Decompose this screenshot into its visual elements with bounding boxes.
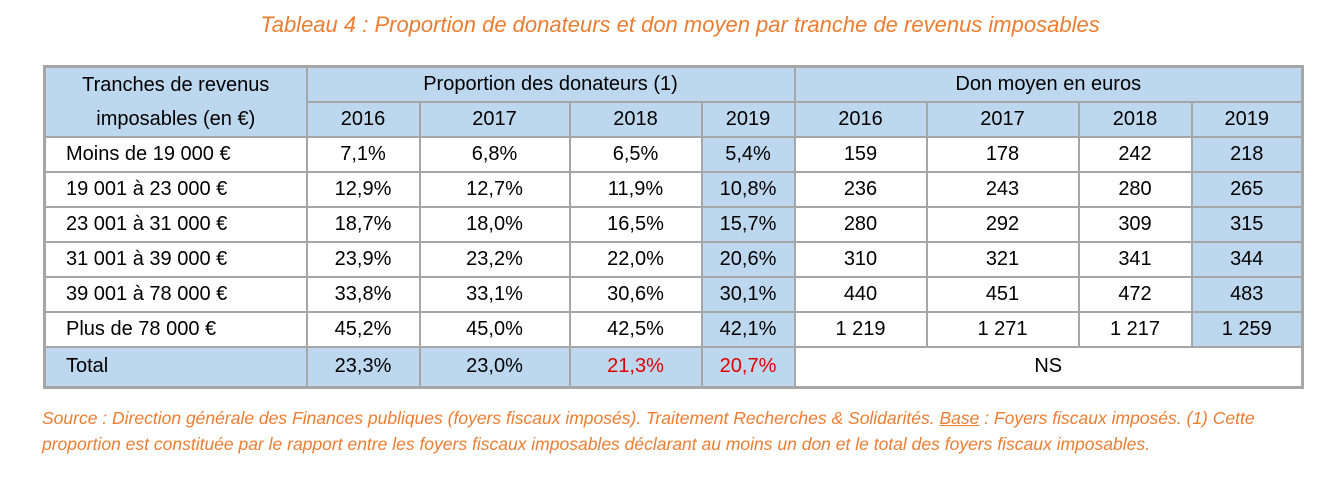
- group-don-header: Don moyen en euros: [793, 65, 1304, 103]
- proportion-cell: 42,1%: [700, 311, 796, 348]
- source-note: Source : Direction générale des Finances…: [42, 405, 1307, 457]
- don-moyen-cell: 1 219: [793, 311, 928, 348]
- don-moyen-cell: 321: [925, 241, 1080, 278]
- table-row: 19 001 à 23 000 €12,9% 12,7% 11,9% 10,8% 236…: [43, 171, 1304, 208]
- row-label: 39 001 à 78 000 €: [43, 276, 308, 313]
- row-label: Moins de 19 000 €: [43, 136, 308, 173]
- year-header: 2017: [925, 101, 1080, 138]
- row-label: 23 001 à 31 000 €: [43, 206, 308, 243]
- proportion-cell: 6,8%: [418, 136, 571, 173]
- proportion-cell: 23,2%: [418, 241, 571, 278]
- don-moyen-cell: 451: [925, 276, 1080, 313]
- proportion-cell: 30,6%: [568, 276, 703, 313]
- total-prop-cell: 23,0%: [418, 346, 571, 388]
- table-row: 39 001 à 78 000 €33,8% 33,1% 30,6% 30,1% 440…: [43, 276, 1304, 313]
- base-label: Base: [939, 408, 980, 428]
- proportion-cell: 12,7%: [418, 171, 571, 208]
- donors-table: Tranches de revenus imposables (en €) Pr…: [43, 65, 1304, 389]
- don-moyen-cell: 280: [793, 206, 928, 243]
- don-moyen-cell: 243: [925, 171, 1080, 208]
- table-row: 23 001 à 31 000 €18,7% 18,0% 16,5% 15,7% 280…: [43, 206, 1304, 243]
- proportion-cell: 33,8%: [305, 276, 421, 313]
- proportion-cell: 12,9%: [305, 171, 421, 208]
- row-label: Plus de 78 000 €: [43, 311, 308, 348]
- total-prop-cell: 23,3%: [305, 346, 421, 388]
- table-row: 31 001 à 39 000 €23,9% 23,2% 22,0% 20,6% 310…: [43, 241, 1304, 278]
- don-moyen-cell: 310: [793, 241, 928, 278]
- don-moyen-cell: 472: [1077, 276, 1193, 313]
- header-row-1: Tranches de revenus imposables (en €) Pr…: [43, 65, 1304, 138]
- don-moyen-cell: 1 259: [1190, 311, 1304, 348]
- proportion-cell: 7,1%: [305, 136, 421, 173]
- proportion-cell: 11,9%: [568, 171, 703, 208]
- don-moyen-cell: 236: [793, 171, 928, 208]
- year-header: 2019: [1190, 101, 1304, 138]
- don-moyen-cell: 483: [1190, 276, 1304, 313]
- proportion-cell: 18,7%: [305, 206, 421, 243]
- proportion-cell: 23,9%: [305, 241, 421, 278]
- proportion-cell: 22,0%: [568, 241, 703, 278]
- year-header: 2018: [568, 101, 703, 138]
- proportion-cell: 30,1%: [700, 276, 796, 313]
- don-moyen-cell: 280: [1077, 171, 1193, 208]
- row-label-line2: imposables (en €): [96, 108, 256, 130]
- don-moyen-cell: 292: [925, 206, 1080, 243]
- header-row-2: 2016 2017 2018 2019 2016 2017 2018 2019: [45, 101, 1304, 138]
- row-label: 31 001 à 39 000 €: [43, 241, 308, 278]
- don-moyen-cell: 159: [793, 136, 928, 173]
- proportion-cell: 10,8%: [700, 171, 796, 208]
- proportion-cell: 16,5%: [568, 206, 703, 243]
- row-label-line1: Tranches de revenus: [82, 74, 270, 96]
- don-moyen-cell: 242: [1077, 136, 1193, 173]
- source-text-2: : Foyers fiscaux imposés. (1) Cette prop…: [42, 408, 1255, 454]
- don-moyen-cell: 341: [1077, 241, 1193, 278]
- year-header: 2016: [305, 101, 421, 138]
- don-moyen-cell: 309: [1077, 206, 1193, 243]
- year-header: 2016: [793, 101, 928, 138]
- proportion-cell: 20,6%: [700, 241, 796, 278]
- don-moyen-cell: 218: [1190, 136, 1304, 173]
- row-label-header: Tranches de revenus imposables (en €): [43, 65, 308, 138]
- don-moyen-cell: 1 271: [925, 311, 1080, 348]
- year-header: 2018: [1077, 101, 1193, 138]
- don-moyen-cell: 265: [1190, 171, 1304, 208]
- total-label: Total: [43, 346, 308, 388]
- proportion-cell: 5,4%: [700, 136, 796, 173]
- proportion-cell: 18,0%: [418, 206, 571, 243]
- total-don-cell: NS: [793, 346, 1304, 388]
- proportion-cell: 42,5%: [568, 311, 703, 348]
- total-row: Total 23,3% 23,0% 21,3% 20,7% NS: [43, 346, 1304, 388]
- year-header: 2017: [418, 101, 571, 138]
- total-prop-cell: 20,7%: [700, 346, 796, 388]
- proportion-cell: 45,2%: [305, 311, 421, 348]
- total-prop-cell: 21,3%: [568, 346, 703, 388]
- group-proportion-header: Proportion des donateurs (1): [305, 65, 796, 103]
- proportion-cell: 45,0%: [418, 311, 571, 348]
- row-label: 19 001 à 23 000 €: [43, 171, 308, 208]
- year-header: 2019: [700, 101, 796, 138]
- source-text: Source : Direction générale des Finances…: [42, 408, 940, 428]
- don-moyen-cell: 344: [1190, 241, 1304, 278]
- don-moyen-cell: 440: [793, 276, 928, 313]
- table-row: Plus de 78 000 €45,2% 45,0% 42,5% 42,1% 1 21…: [43, 311, 1304, 348]
- don-moyen-cell: 315: [1190, 206, 1304, 243]
- proportion-cell: 6,5%: [568, 136, 703, 173]
- proportion-cell: 15,7%: [700, 206, 796, 243]
- proportion-cell: 33,1%: [418, 276, 571, 313]
- table-title: Tableau 4 : Proportion de donateurs et d…: [260, 12, 1100, 37]
- table-row: Moins de 19 000 €7,1% 6,8% 6,5% 5,4% 159 178 2…: [43, 136, 1304, 173]
- don-moyen-cell: 178: [925, 136, 1080, 173]
- don-moyen-cell: 1 217: [1077, 311, 1193, 348]
